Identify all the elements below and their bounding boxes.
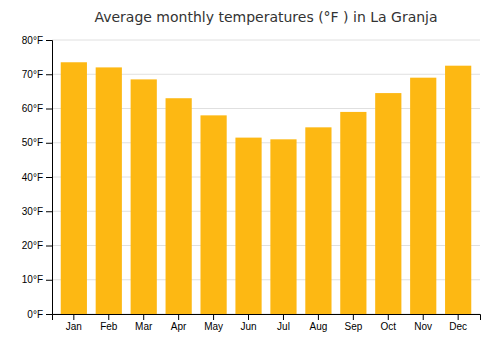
tick: Apr bbox=[171, 314, 187, 332]
tick: Feb bbox=[100, 314, 118, 332]
tick-mark bbox=[46, 246, 52, 247]
plot: 0°F 10°F 20°F 30°F 40°F 50°F 60°F 70°F 80°F Jan Fe… bbox=[22, 35, 481, 332]
tick-mark bbox=[213, 314, 214, 320]
tick-mark bbox=[353, 314, 354, 320]
tick-mark bbox=[248, 314, 249, 320]
tick-label: Feb bbox=[100, 321, 118, 332]
tick-mark bbox=[46, 40, 52, 41]
tick: Aug bbox=[310, 314, 328, 332]
tick: 70°F bbox=[22, 69, 52, 80]
tick-label: Oct bbox=[381, 321, 397, 332]
bar bbox=[96, 67, 122, 314]
tick-label: Sep bbox=[344, 321, 362, 332]
tick-mark bbox=[283, 314, 284, 320]
bar bbox=[375, 93, 401, 314]
bar bbox=[200, 115, 226, 314]
tick-label: 40°F bbox=[22, 172, 43, 183]
bar bbox=[410, 78, 436, 314]
tick-mark bbox=[46, 280, 52, 281]
tick: 20°F bbox=[22, 240, 52, 251]
bar bbox=[166, 98, 192, 314]
tick-label: May bbox=[204, 321, 223, 332]
grid-line bbox=[52, 40, 480, 41]
tick: 80°F bbox=[22, 35, 52, 46]
tick-label: Jul bbox=[277, 321, 290, 332]
tick: 50°F bbox=[22, 137, 52, 148]
tick: Jul bbox=[277, 314, 290, 332]
tick: Jun bbox=[240, 314, 256, 332]
tick-mark bbox=[46, 109, 52, 110]
bar bbox=[235, 138, 261, 314]
tick-label: Jun bbox=[240, 321, 256, 332]
tick-label: 20°F bbox=[22, 240, 43, 251]
bar bbox=[61, 62, 87, 314]
tick: 30°F bbox=[22, 206, 52, 217]
tick-mark bbox=[46, 177, 52, 178]
tick: Nov bbox=[414, 314, 432, 332]
tick-mark bbox=[178, 314, 179, 320]
tick-label: Jan bbox=[66, 321, 82, 332]
tick: Oct bbox=[381, 314, 397, 332]
tick-label: Nov bbox=[414, 321, 432, 332]
tick-mark bbox=[108, 314, 109, 320]
tick-mark bbox=[46, 74, 52, 75]
y-axis: 0°F 10°F 20°F 30°F 40°F 50°F 60°F 70°F 80°F bbox=[22, 35, 53, 320]
tick-label: Mar bbox=[135, 321, 153, 332]
bar bbox=[340, 112, 366, 314]
tick: Sep bbox=[344, 314, 362, 332]
chart: 0°F 10°F 20°F 30°F 40°F 50°F 60°F 70°F 80°F Jan Fe… bbox=[0, 0, 500, 350]
bar bbox=[445, 66, 471, 314]
tick-mark bbox=[143, 314, 144, 320]
x-axis: Jan Feb Mar Apr May Jun Jul Aug Sep Oct Nov Dec bbox=[53, 314, 481, 332]
axis-line bbox=[46, 41, 53, 315]
tick-label: 50°F bbox=[22, 137, 43, 148]
tick-mark bbox=[388, 314, 389, 320]
tick-label: Apr bbox=[171, 321, 187, 332]
tick: Dec bbox=[449, 314, 467, 332]
tick-mark bbox=[46, 211, 52, 212]
title: Average monthly temperatures (°F ) in La… bbox=[94, 9, 437, 25]
tick: 60°F bbox=[22, 103, 52, 114]
tick: 10°F bbox=[22, 274, 52, 285]
bar bbox=[270, 139, 296, 314]
tick: 40°F bbox=[22, 172, 52, 183]
tick: Jan bbox=[66, 314, 82, 332]
grid bbox=[52, 40, 480, 314]
tick: 0°F bbox=[27, 309, 52, 320]
tick-mark bbox=[46, 314, 52, 315]
tick-mark bbox=[73, 314, 74, 320]
tick-label: 0°F bbox=[27, 309, 43, 320]
tick-label: 30°F bbox=[22, 206, 43, 217]
tick: Mar bbox=[135, 314, 153, 332]
axis-line bbox=[53, 315, 481, 321]
bars bbox=[61, 62, 472, 314]
bar bbox=[131, 79, 157, 314]
tick-label: 80°F bbox=[22, 35, 43, 46]
tick-mark bbox=[423, 314, 424, 320]
tick-mark bbox=[46, 143, 52, 144]
tick-label: 60°F bbox=[22, 103, 43, 114]
tick-label: 10°F bbox=[22, 274, 43, 285]
tick-label: 70°F bbox=[22, 69, 43, 80]
tick: May bbox=[204, 314, 223, 332]
tick-label: Dec bbox=[449, 321, 467, 332]
tick-mark bbox=[458, 314, 459, 320]
tick-label: Aug bbox=[310, 321, 328, 332]
bar bbox=[305, 127, 331, 314]
tick-mark bbox=[318, 314, 319, 320]
